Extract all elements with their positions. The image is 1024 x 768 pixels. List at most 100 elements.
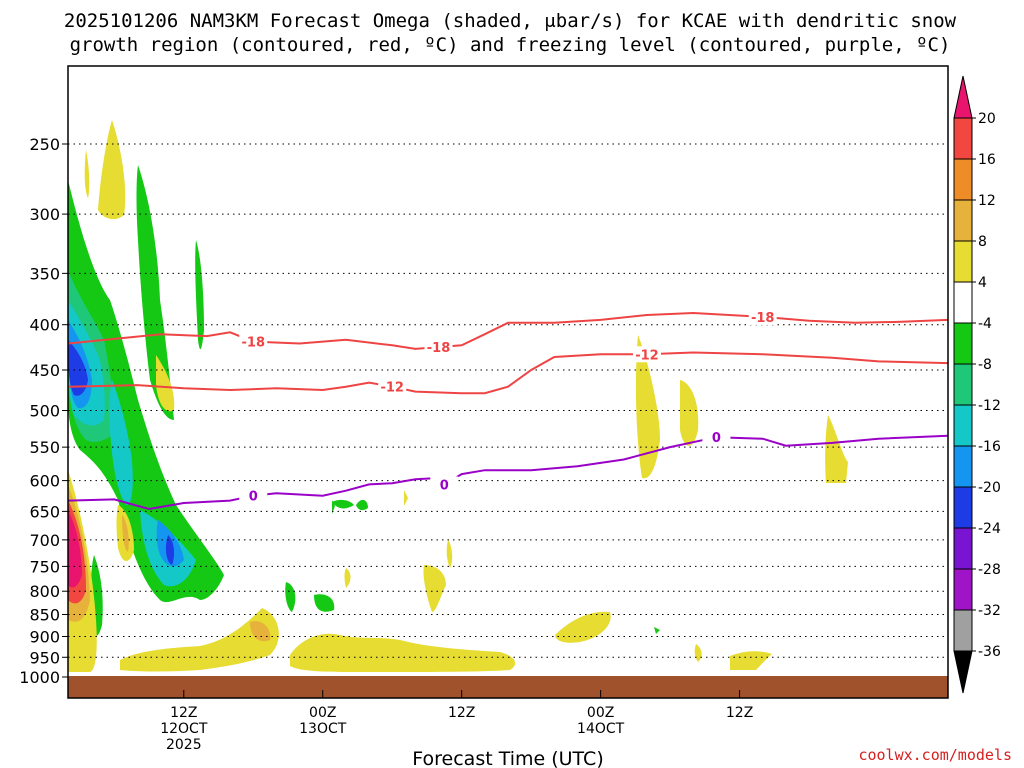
- colorbar-label-13: -36: [978, 644, 1001, 660]
- ascent-green-small: [195, 240, 204, 350]
- xtick-label-0-0: 12Z: [170, 705, 197, 721]
- colorbar-label-8: -16: [978, 439, 1001, 455]
- ytick-label-750: 750: [29, 557, 60, 576]
- colorbar-bin-0: [953, 117, 973, 160]
- colorbar-bin-3: [953, 240, 973, 283]
- colorbar-label-3: 8: [978, 234, 987, 250]
- contour-label-freezing_level-1: 0: [440, 478, 449, 493]
- colorbar-label-2: 12: [978, 193, 996, 209]
- chart-title-line2: growth region (contoured, red, ºC) and f…: [70, 34, 951, 56]
- descent-yellow-mid-2: [635, 335, 660, 479]
- contour-label-bg-dendritic_top-1: [424, 339, 453, 356]
- descent-magenta-low-left: [68, 510, 82, 588]
- colorbar-bin-6: [953, 363, 973, 406]
- ytick-label-1000: 1000: [19, 668, 60, 687]
- contour-label-dendritic_top-1: -18: [427, 341, 451, 356]
- ytick-label-600: 600: [29, 472, 60, 491]
- contour-dendritic_top: [68, 311, 948, 350]
- xtick-label-4-0: 12Z: [726, 705, 753, 721]
- ascent-core-upper: [68, 340, 88, 396]
- ytick-label-650: 650: [29, 502, 60, 521]
- contour-label-bg-dendritic_top-2: [748, 308, 777, 325]
- colorbar-label-4: 4: [978, 275, 987, 291]
- contour-label-dendritic_top-0: -18: [242, 336, 266, 351]
- colorbar-label-11: -28: [978, 562, 1001, 578]
- descent-yellow-low-5: [344, 568, 351, 588]
- ytick-label-800: 800: [29, 582, 60, 601]
- ytick-label-400: 400: [29, 316, 60, 335]
- plot-frame: [67, 65, 949, 699]
- descent-yellow-mid-3: [680, 380, 699, 446]
- colorbar-bin-10: [953, 527, 973, 570]
- descent-yellow-lowband-2: [290, 633, 516, 672]
- ascent-core-lower: [165, 535, 175, 565]
- contour-label-dendritic_top-2: -18: [751, 311, 775, 326]
- colorbar-bin-1: [953, 158, 973, 201]
- chart-title-line1: 2025101206 NAM3KM Forecast Omega (shaded…: [64, 10, 957, 32]
- contour-label-freezing_level-0: 0: [249, 490, 258, 505]
- descent-yellow-mid-4: [825, 415, 848, 483]
- xtick-label-2-0: 12Z: [448, 705, 475, 721]
- contour-label-bg-dendritic_bottom-0: [378, 378, 407, 395]
- ground-surface: [68, 676, 948, 698]
- x-axis-label: Forecast Time (UTC): [412, 748, 603, 768]
- colorbar-bin-8: [953, 445, 973, 488]
- descent-yellow-lowband: [120, 608, 279, 672]
- ascent-green-upper: [136, 165, 174, 420]
- xtick-label-1-0: 00Z: [309, 705, 336, 721]
- colorbar-top-arrow: [953, 75, 973, 119]
- ytick-label-300: 300: [29, 205, 60, 224]
- xtick-label-0-1: 12OCT: [160, 721, 208, 737]
- contour-label-bg-freezing_level-0: [239, 487, 268, 504]
- ascent-green-small-5: [332, 500, 335, 514]
- colorbar-label-10: -24: [978, 521, 1001, 537]
- colorbar-bin-7: [953, 404, 973, 447]
- ascent-green-small-7: [654, 627, 660, 634]
- colorbar-label-9: -20: [978, 480, 1001, 496]
- colorbar-label-12: -32: [978, 603, 1001, 619]
- colorbar-bin-2: [953, 199, 973, 242]
- colorbar-label-6: -8: [978, 357, 992, 373]
- omega-shading: [68, 120, 848, 672]
- ytick-label-850: 850: [29, 606, 60, 625]
- descent-yellow-low-4: [446, 540, 453, 568]
- contour-dendritic_bottom: [68, 351, 948, 395]
- colorbar: 20 16 12 8 4 -4 -8 -12 -16 -20 -24 -28 -32 -36: [953, 75, 1001, 694]
- colorbar-bin-5: [953, 322, 973, 365]
- xtick-label-3-0: 00Z: [587, 705, 614, 721]
- colorbar-bin-12: [953, 609, 973, 652]
- ytick-label-700: 700: [29, 531, 60, 550]
- ascent-cyan-mid: [109, 380, 133, 505]
- colorbar-label-0: 20: [978, 111, 996, 127]
- colorbar-label-1: 16: [978, 152, 996, 168]
- descent-yellow-top: [98, 120, 126, 220]
- ascent-green-small-6: [332, 499, 368, 511]
- colorbar-bottom-arrow: [953, 650, 973, 694]
- plot-area: [68, 66, 948, 698]
- descent-yellow-low-6: [404, 490, 408, 506]
- colorbar-bin-9: [953, 486, 973, 529]
- site-credit: coolwx.com/models: [858, 746, 1012, 764]
- ytick-label-450: 450: [29, 361, 60, 380]
- contour-label-bg-dendritic_bottom-1: [632, 346, 661, 363]
- xtick-label-0-2: 2025: [166, 737, 202, 753]
- contour-label-dendritic_bottom-0: -12: [380, 381, 404, 396]
- contour-label-freezing_level-2: 0: [712, 431, 721, 446]
- colorbar-bin-4: [953, 281, 973, 324]
- descent-yellow-top-2: [84, 150, 90, 198]
- xtick-label-1-1: 13OCT: [299, 721, 347, 737]
- descent-yellow-low-9: [730, 651, 772, 670]
- contour-lines: -18 -18 -18 -12 -12 0 0 0: [68, 308, 948, 511]
- ytick-label-950: 950: [29, 648, 60, 667]
- ytick-label-250: 250: [29, 135, 60, 154]
- descent-yellow-low-3: [423, 565, 446, 612]
- ytick-label-350: 350: [29, 264, 60, 283]
- descent-yellow-low-7: [555, 611, 611, 643]
- ascent-green-small-3: [285, 582, 296, 612]
- colorbar-label-7: -12: [978, 398, 1001, 414]
- contour-label-bg-dendritic_top-0: [239, 333, 268, 350]
- colorbar-bin-11: [953, 568, 973, 611]
- ytick-label-500: 500: [29, 402, 60, 421]
- y-axis-ticks: 250 300 350 400 450 500 550 600 650 700 750 800 850 9…: [19, 135, 68, 687]
